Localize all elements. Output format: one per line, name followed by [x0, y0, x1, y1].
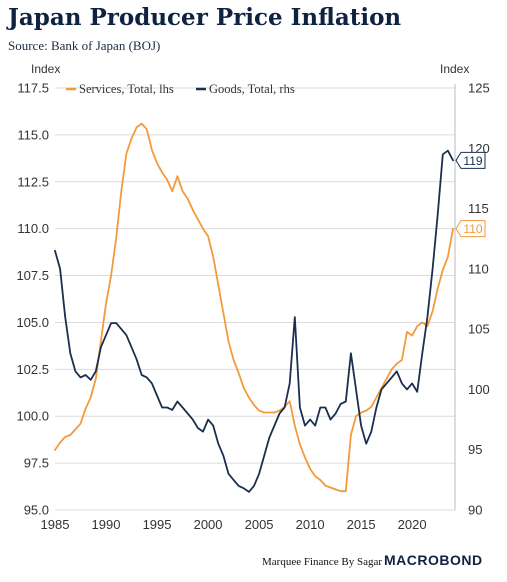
y-right-axis-label: Index — [440, 62, 469, 76]
end-label-services-box — [455, 220, 486, 238]
y-right-tick-label: 110 — [468, 261, 489, 276]
y-right-tick-label: 125 — [468, 81, 490, 96]
series-line-goods — [54, 149, 454, 493]
y-right-tick-label: 100 — [468, 382, 490, 397]
y-left-tick-label: 105.0 — [16, 315, 49, 330]
end-label-services: 110 — [463, 222, 482, 236]
x-tick-label: 2020 — [398, 517, 427, 532]
y-right-tick-label: 105 — [468, 322, 490, 337]
end-label-goods-box — [455, 151, 486, 169]
y-left-tick-label: 107.5 — [16, 268, 49, 283]
legend-label-services: Services, Total, lhs — [79, 82, 174, 96]
y-right-tick-label: 115 — [468, 201, 489, 216]
y-left-tick-label: 95.0 — [24, 503, 49, 518]
y-left-tick-label: 100.0 — [16, 409, 49, 424]
x-tick-label: 2015 — [347, 517, 376, 532]
legend-label-goods: Goods, Total, rhs — [209, 82, 295, 96]
y-right-tick-label: 90 — [468, 503, 482, 518]
brand-logo: MACROBOND — [384, 552, 483, 568]
y-left-tick-label: 102.5 — [16, 362, 49, 377]
y-left-tick-label: 117.5 — [17, 81, 49, 96]
x-tick-label: 2005 — [245, 517, 274, 532]
x-tick-label: 2010 — [296, 517, 325, 532]
chart-subtitle: Source: Bank of Japan (BOJ) — [8, 38, 161, 53]
y-left-tick-label: 112.5 — [17, 174, 49, 189]
end-label-goods: 119 — [463, 154, 482, 168]
x-tick-label: 1985 — [41, 517, 70, 532]
y-right-tick-label: 95 — [468, 442, 482, 457]
y-left-axis-label: Index — [31, 62, 60, 76]
y-left-tick-label: 115.0 — [17, 127, 49, 142]
credit-text: Marquee Finance By Sagar — [262, 556, 383, 568]
x-tick-label: 2000 — [194, 517, 223, 532]
series-line-services — [54, 122, 454, 493]
chart-title: Japan Producer Price Inflation — [8, 4, 402, 31]
x-tick-label: 1990 — [92, 517, 121, 532]
y-left-tick-label: 110.0 — [17, 221, 49, 236]
y-left-tick-label: 97.5 — [24, 456, 49, 471]
x-tick-label: 1995 — [143, 517, 172, 532]
